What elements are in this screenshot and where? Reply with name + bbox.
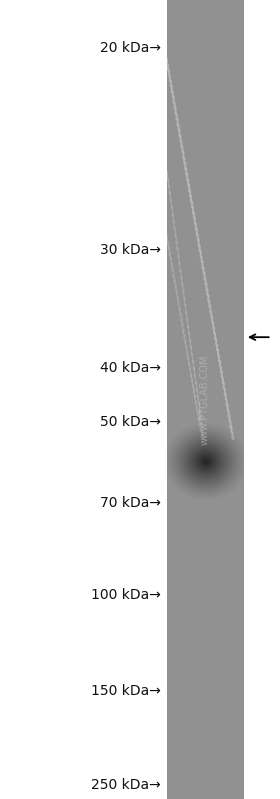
Text: www.PTGLAB.COM: www.PTGLAB.COM [199, 354, 209, 445]
Text: 70 kDa→: 70 kDa→ [100, 496, 161, 511]
Text: 30 kDa→: 30 kDa→ [100, 243, 161, 257]
Text: 250 kDa→: 250 kDa→ [91, 777, 161, 792]
Text: 40 kDa→: 40 kDa→ [100, 360, 161, 375]
Text: 100 kDa→: 100 kDa→ [91, 588, 161, 602]
Text: 150 kDa→: 150 kDa→ [91, 684, 161, 698]
Text: 20 kDa→: 20 kDa→ [100, 41, 161, 55]
Text: 50 kDa→: 50 kDa→ [100, 415, 161, 429]
